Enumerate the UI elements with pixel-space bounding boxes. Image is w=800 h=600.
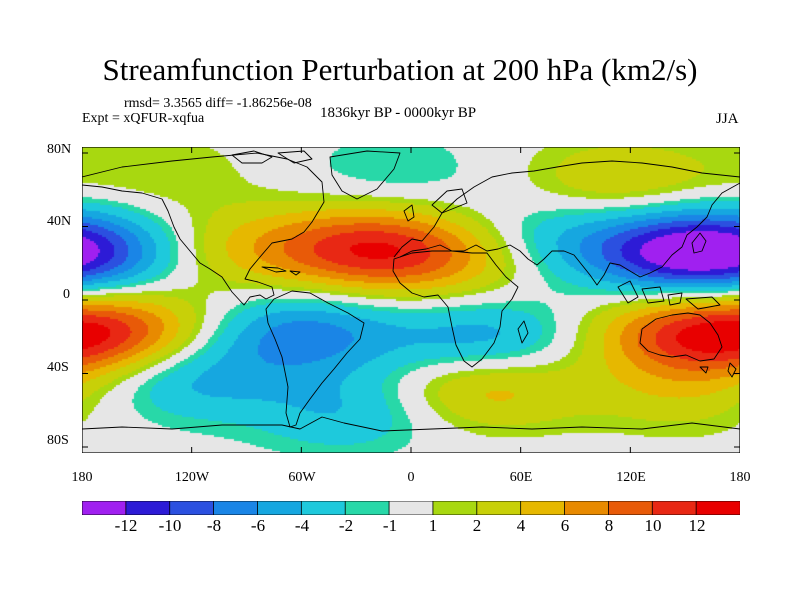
statistics-label: rmsd= 3.3565 diff= -1.86256e-08: [124, 96, 312, 111]
anomaly-field: [82, 147, 740, 453]
colorbar-swatch: [476, 501, 522, 515]
colorbar-swatch: [125, 501, 171, 515]
colorbar-swatch: [564, 501, 610, 515]
colorbar-swatch: [344, 501, 390, 515]
y-tick-label: 80S: [47, 433, 69, 448]
colorbar: [82, 501, 740, 515]
colorbar-swatch: [82, 501, 127, 515]
x-tick-label: 60E: [509, 470, 533, 485]
colorbar-label: -8: [206, 516, 222, 535]
experiment-label: Expt = xQFUR-xqfua: [82, 111, 205, 126]
colorbar-label: -12: [114, 516, 138, 535]
colorbar-label: -1: [382, 516, 398, 535]
coastlines: [82, 150, 740, 432]
y-tick-label: 0: [63, 287, 70, 302]
x-tick-label: 0: [407, 470, 415, 485]
colorbar-swatch: [432, 501, 478, 515]
x-tick-label: 60W: [288, 470, 316, 485]
colorbar-label: -6: [250, 516, 266, 535]
colorbar-label: 10: [644, 516, 662, 535]
x-tick-label: 120W: [174, 470, 210, 485]
colorbar-label: 12: [688, 516, 706, 535]
x-tick-label: 180: [71, 470, 93, 485]
colorbar-swatch: [169, 501, 215, 515]
colorbar-label: 6: [560, 516, 570, 535]
colorbar-label: -10: [158, 516, 182, 535]
colorbar-swatch: [608, 501, 653, 515]
y-tick-label: 40N: [47, 214, 72, 229]
colorbar-label: 8: [604, 516, 614, 535]
period-label: 1836kyr BP - 0000kyr BP: [320, 105, 477, 121]
colorbar-swatch: [257, 501, 303, 515]
colorbar-label: -4: [294, 516, 310, 535]
axis-ticks: [82, 147, 740, 453]
colorbar-swatch: [520, 501, 566, 515]
colorbar-swatch: [213, 501, 259, 515]
colorbar-swatch: [300, 501, 346, 515]
colorbar-label: 4: [516, 516, 526, 535]
plot-title: Streamfunction Perturbation at 200 hPa (…: [102, 52, 698, 87]
season-label: JJA: [716, 111, 739, 127]
y-tick-label: 80N: [47, 142, 72, 157]
colorbar-label: -2: [338, 516, 354, 535]
x-tick-label: 120E: [616, 470, 646, 485]
streamfunction-map: [82, 147, 740, 453]
colorbar-label: 2: [472, 516, 482, 535]
colorbar-swatch: [651, 501, 697, 515]
colorbar-swatch: [388, 501, 434, 515]
colorbar-swatch: [695, 501, 740, 515]
y-tick-label: 40S: [47, 360, 69, 375]
colorbar-label: 1: [428, 516, 438, 535]
x-tick-label: 180: [729, 470, 751, 485]
